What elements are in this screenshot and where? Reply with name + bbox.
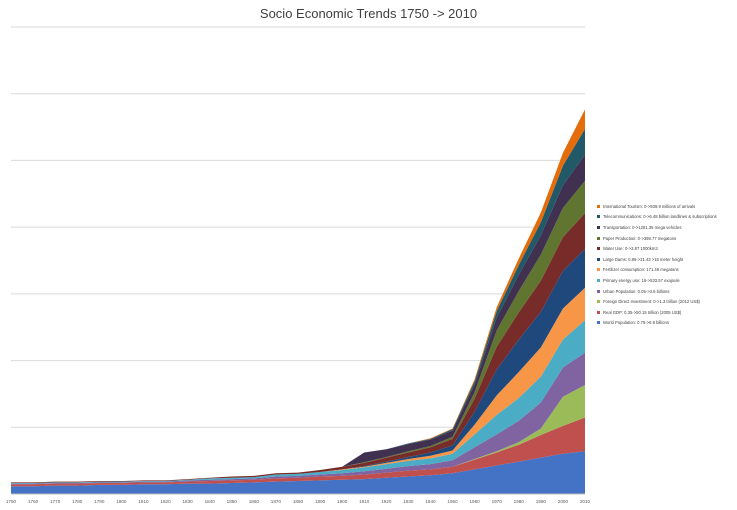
x-axis: 1750 1760 1770 1780 1790 1800 1810 1820 1830 1840…: [6, 493, 591, 504]
area-series-group: [11, 109, 585, 494]
area-series-1: [11, 451, 585, 494]
x-tick-label: 1790: [94, 499, 105, 504]
x-tick-label: 1830: [182, 499, 193, 504]
legend-item: International Tourism: 0->939.9 millions…: [597, 201, 737, 212]
x-tick-label: 2000: [558, 499, 569, 504]
x-tick-label: 1820: [160, 499, 171, 504]
legend-label: Transportation: 0->1281.35 mega vehicles: [603, 224, 682, 230]
x-tick-label: 1750: [6, 499, 17, 504]
legend-label: Urban Population: 0.05->3.5 billions: [603, 288, 670, 294]
x-tick-label: 1900: [337, 499, 348, 504]
x-tick-label: 1810: [138, 499, 149, 504]
x-tick-label: 1930: [403, 499, 414, 504]
legend-label: International Tourism: 0->939.9 millions…: [603, 203, 696, 209]
legend-item: Transportation: 0->1281.35 mega vehicles: [597, 222, 737, 233]
x-tick-label: 1870: [271, 499, 282, 504]
legend-item: Telecommunications: 0->6.48 billion land…: [597, 212, 737, 223]
legend-swatch: [597, 225, 600, 229]
legend-swatch: [597, 321, 600, 325]
legend-swatch: [597, 300, 600, 304]
x-tick-label: 1990: [536, 499, 547, 504]
x-tick-label: 1880: [293, 499, 304, 504]
legend-item: Large Dams: 0.86->31.43 >15 meter height: [597, 254, 737, 265]
x-tick-label: 1970: [492, 499, 503, 504]
legend-label: Real GDP: 0.35->50.15 trillion (2005 US$…: [603, 309, 682, 315]
legend-label: World Population: 0.75->6.9 billions: [603, 320, 669, 326]
x-tick-label: 1950: [447, 499, 458, 504]
legend-swatch: [597, 289, 600, 293]
legend-label: Foreign Direct Investment: 0->1.3 trilli…: [603, 299, 700, 305]
legend-item: Foreign Direct Investment: 0->1.3 trilli…: [597, 296, 737, 307]
area-series-2: [11, 417, 585, 487]
x-tick-label: 1910: [359, 499, 370, 504]
x-tick-label: 1760: [28, 499, 39, 504]
chart-title: Socio Economic Trends 1750 -> 2010: [259, 6, 478, 21]
x-tick-label: 1890: [315, 499, 326, 504]
x-tick-label: 1920: [381, 499, 392, 504]
x-tick-label: 2010: [580, 499, 591, 504]
legend-item: Fertilizer consumption: 171.46 megatons: [597, 265, 737, 276]
legend-item: Primary energy use: 16->533.57 exajoule: [597, 275, 737, 286]
x-tick-label: 1960: [469, 499, 480, 504]
x-tick-label: 1840: [205, 499, 216, 504]
legend-swatch: [597, 278, 600, 282]
legend-swatch: [597, 215, 600, 219]
legend-label: Large Dams: 0.86->31.43 >15 meter height: [603, 256, 684, 262]
legend-label: Water Use: 0->3.87 1000km3: [603, 246, 658, 252]
legend-swatch: [597, 257, 600, 261]
legend-label: Primary energy use: 16->533.57 exajoule: [603, 277, 680, 283]
x-tick-label: 1980: [514, 499, 525, 504]
legend-label: Paper Production: 0->398.77 megatons: [603, 235, 677, 241]
legend-item: Paper Production: 0->398.77 megatons: [597, 233, 737, 244]
x-tick-label: 1800: [116, 499, 127, 504]
legend-item: World Population: 0.75->6.9 billions: [597, 318, 737, 329]
x-tick-label: 1940: [425, 499, 436, 504]
legend-swatch: [597, 268, 600, 272]
x-tick-label: 1850: [227, 499, 238, 504]
legend-swatch: [597, 247, 600, 251]
x-tick-label: 1770: [50, 499, 61, 504]
legend-item: Water Use: 0->3.87 1000km3: [597, 243, 737, 254]
legend-label: Fertilizer consumption: 171.46 megatons: [603, 267, 679, 273]
legend-item: Real GDP: 0.35->50.15 trillion (2005 US$…: [597, 307, 737, 318]
legend-swatch: [597, 310, 600, 314]
legend: International Tourism: 0->939.9 millions…: [597, 201, 737, 328]
x-tick-label: 1860: [249, 499, 260, 504]
x-tick-label: 1780: [72, 499, 83, 504]
legend-label: Telecommunications: 0->6.48 billion land…: [603, 214, 717, 220]
legend-item: Urban Population: 0.05->3.5 billions: [597, 286, 737, 297]
legend-swatch: [597, 236, 600, 240]
legend-swatch: [597, 204, 600, 208]
